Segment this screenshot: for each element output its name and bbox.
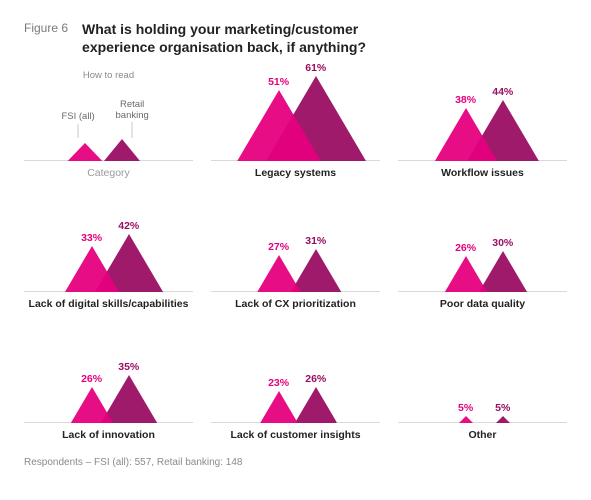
triangle-retail [294, 387, 337, 423]
triangle-fsi [256, 255, 300, 293]
figure-container: Figure 6 What is holding your marketing/… [0, 0, 591, 482]
value-label-retail: 31% [305, 235, 326, 247]
respondents-footnote: Respondents – FSI (all): 557, Retail ban… [24, 457, 567, 468]
legend-chart-area: How to read FSI (all) Retail banking [24, 66, 193, 161]
chart-cell: 5% 5% Other [398, 328, 567, 441]
value-label-fsi: 5% [458, 402, 473, 414]
category-label: Lack of CX prioritization [211, 298, 380, 310]
legend-tick-retail [132, 122, 133, 138]
category-label: Lack of innovation [24, 429, 193, 441]
value-label-retail: 61% [305, 62, 326, 74]
figure-number: Figure 6 [24, 20, 68, 56]
legend-how-to-read: How to read [83, 70, 134, 81]
chart-cell: 23% 26% Lack of customer insights [211, 328, 380, 441]
value-label-retail: 42% [118, 220, 139, 232]
chart-area: 23% 26% [211, 328, 380, 423]
chart-area: 38% 44% [398, 66, 567, 161]
chart-area: 27% 31% [211, 197, 380, 292]
value-label-fsi: 26% [455, 242, 476, 254]
category-label: Other [398, 429, 567, 441]
value-label-retail: 5% [495, 402, 510, 414]
legend-triangle-fsi [67, 143, 103, 162]
value-label-retail: 35% [118, 361, 139, 373]
legend-triangle-retail [104, 139, 140, 161]
chart-area: 26% 30% [398, 197, 567, 292]
triangle-fsi [65, 246, 119, 292]
figure-title: What is holding your marketing/customer … [82, 20, 412, 56]
triangle-fsi [459, 416, 473, 423]
triangle-retail [496, 416, 510, 423]
chart-cell: 38% 44% Workflow issues [398, 66, 567, 179]
chart-cell: 26% 30% Poor data quality [398, 197, 567, 310]
legend-series-retail: Retail banking [116, 100, 149, 122]
chart-area: 26% 35% [24, 328, 193, 423]
chart-cell: 51% 61% Legacy systems [211, 66, 380, 179]
chart-area: 51% 61% [211, 66, 380, 161]
legend-category-label: Category [24, 167, 193, 179]
legend-tick-fsi [78, 124, 79, 138]
legend-cell: How to read FSI (all) Retail banking Cat… [24, 66, 193, 179]
chart-cell: 27% 31% Lack of CX prioritization [211, 197, 380, 310]
baseline [398, 422, 567, 423]
value-label-retail: 26% [305, 373, 326, 385]
chart-area: 5% 5% [398, 328, 567, 423]
category-label: Workflow issues [398, 167, 567, 179]
category-label: Legacy systems [211, 167, 380, 179]
chart-grid: How to read FSI (all) Retail banking Cat… [24, 66, 567, 441]
triangle-fsi [70, 387, 113, 423]
category-label: Lack of digital skills/capabilities [24, 298, 193, 310]
triangle-fsi [444, 256, 487, 292]
category-label: Lack of customer insights [211, 429, 380, 441]
value-label-fsi: 27% [268, 241, 289, 253]
value-label-fsi: 26% [81, 373, 102, 385]
value-label-retail: 44% [492, 86, 513, 98]
chart-cell: 33% 42% Lack of digital skills/capabilit… [24, 197, 193, 310]
triangle-fsi [260, 391, 298, 423]
category-label: Poor data quality [398, 298, 567, 310]
legend-series-fsi: FSI (all) [61, 112, 94, 123]
triangle-fsi [237, 90, 321, 161]
value-label-retail: 30% [492, 237, 513, 249]
triangle-fsi [434, 108, 496, 161]
figure-header: Figure 6 What is holding your marketing/… [24, 20, 567, 56]
chart-area: 33% 42% [24, 197, 193, 292]
chart-cell: 26% 35% Lack of innovation [24, 328, 193, 441]
value-label-fsi: 23% [268, 377, 289, 389]
